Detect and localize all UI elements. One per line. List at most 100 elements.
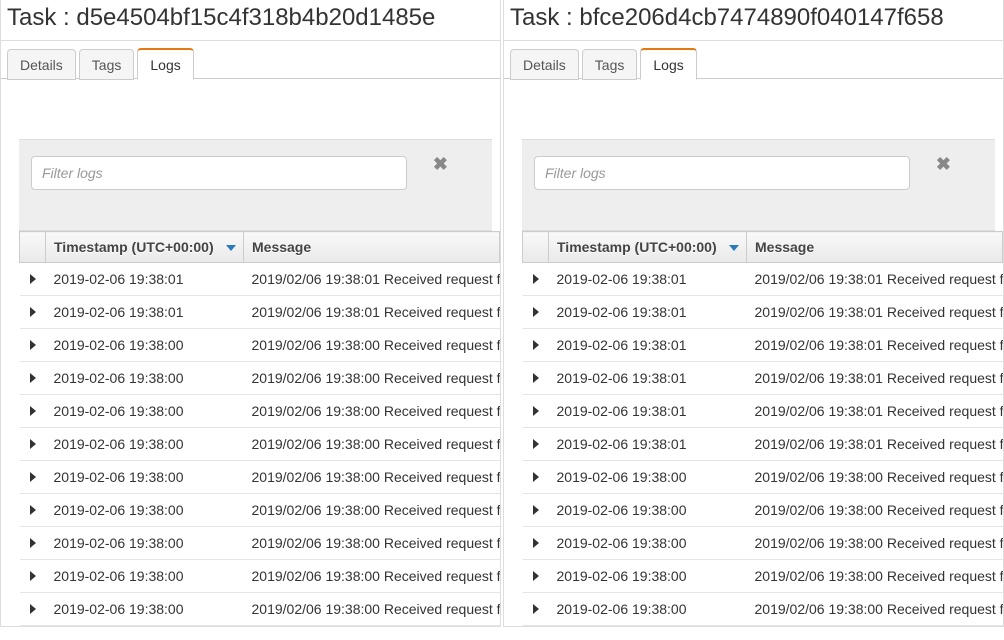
log-row[interactable]: 2019-02-06 19:38:012019/02/06 19:38:01 R… bbox=[523, 329, 1003, 362]
expand-toggle[interactable] bbox=[20, 362, 46, 395]
log-row[interactable]: 2019-02-06 19:38:012019/02/06 19:38:01 R… bbox=[523, 362, 1003, 395]
chevron-right-icon bbox=[30, 274, 36, 284]
log-message: 2019/02/06 19:38:00 Received request f bbox=[747, 560, 1003, 593]
tab-details[interactable]: Details bbox=[510, 49, 579, 80]
expand-toggle[interactable] bbox=[20, 593, 46, 626]
expand-toggle[interactable] bbox=[20, 395, 46, 428]
expand-toggle[interactable] bbox=[20, 329, 46, 362]
expand-toggle[interactable] bbox=[523, 296, 549, 329]
panel-title: Task : bfce206d4cb7474890f040147f658 bbox=[504, 0, 1003, 41]
expand-toggle[interactable] bbox=[523, 428, 549, 461]
log-row[interactable]: 2019-02-06 19:38:012019/02/06 19:38:01 R… bbox=[523, 428, 1003, 461]
sort-desc-icon bbox=[226, 245, 236, 251]
log-message: 2019/02/06 19:38:00 Received request f bbox=[747, 593, 1003, 626]
log-row[interactable]: 2019-02-06 19:38:012019/02/06 19:38:01 R… bbox=[20, 296, 500, 329]
log-row[interactable]: 2019-02-06 19:38:002019/02/06 19:38:00 R… bbox=[523, 593, 1003, 626]
expand-toggle[interactable] bbox=[523, 593, 549, 626]
log-message: 2019/02/06 19:38:00 Received request f bbox=[747, 494, 1003, 527]
column-message[interactable]: Message bbox=[244, 232, 500, 263]
log-row[interactable]: 2019-02-06 19:38:002019/02/06 19:38:00 R… bbox=[523, 560, 1003, 593]
log-row[interactable]: 2019-02-06 19:38:002019/02/06 19:38:00 R… bbox=[20, 527, 500, 560]
tab-details[interactable]: Details bbox=[7, 49, 76, 80]
log-timestamp: 2019-02-06 19:38:01 bbox=[549, 263, 747, 296]
column-timestamp[interactable]: Timestamp (UTC+00:00) bbox=[549, 232, 747, 263]
log-timestamp: 2019-02-06 19:38:01 bbox=[46, 296, 244, 329]
log-row[interactable]: 2019-02-06 19:38:002019/02/06 19:38:00 R… bbox=[20, 461, 500, 494]
column-timestamp-label: Timestamp (UTC+00:00) bbox=[557, 239, 717, 255]
log-message: 2019/02/06 19:38:01 Received request f bbox=[244, 296, 500, 329]
log-timestamp: 2019-02-06 19:38:00 bbox=[46, 494, 244, 527]
filter-bar: ✖ bbox=[522, 139, 995, 231]
expand-toggle[interactable] bbox=[20, 560, 46, 593]
filter-logs-input[interactable] bbox=[31, 156, 407, 190]
expand-toggle[interactable] bbox=[523, 395, 549, 428]
log-row[interactable]: 2019-02-06 19:38:012019/02/06 19:38:01 R… bbox=[523, 263, 1003, 296]
log-message: 2019/02/06 19:38:00 Received request f bbox=[747, 461, 1003, 494]
log-timestamp: 2019-02-06 19:38:01 bbox=[46, 263, 244, 296]
log-row[interactable]: 2019-02-06 19:38:002019/02/06 19:38:00 R… bbox=[523, 461, 1003, 494]
expand-toggle[interactable] bbox=[20, 461, 46, 494]
log-message: 2019/02/06 19:38:00 Received request f bbox=[244, 593, 500, 626]
log-message: 2019/02/06 19:38:00 Received request f bbox=[244, 362, 500, 395]
expand-toggle[interactable] bbox=[20, 296, 46, 329]
log-row[interactable]: 2019-02-06 19:38:002019/02/06 19:38:00 R… bbox=[20, 395, 500, 428]
log-timestamp: 2019-02-06 19:38:01 bbox=[549, 395, 747, 428]
chevron-right-icon bbox=[30, 472, 36, 482]
log-row[interactable]: 2019-02-06 19:38:002019/02/06 19:38:00 R… bbox=[20, 593, 500, 626]
log-message: 2019/02/06 19:38:00 Received request f bbox=[747, 527, 1003, 560]
log-row[interactable]: 2019-02-06 19:38:002019/02/06 19:38:00 R… bbox=[523, 527, 1003, 560]
log-timestamp: 2019-02-06 19:38:00 bbox=[46, 560, 244, 593]
tab-logs[interactable]: Logs bbox=[640, 48, 696, 80]
task-panel-right: Task : bfce206d4cb7474890f040147f658 Det… bbox=[503, 0, 1004, 627]
column-message-label: Message bbox=[252, 239, 311, 255]
clear-filter-icon[interactable]: ✖ bbox=[936, 154, 951, 175]
log-row[interactable]: 2019-02-06 19:38:012019/02/06 19:38:01 R… bbox=[523, 296, 1003, 329]
log-timestamp: 2019-02-06 19:38:00 bbox=[46, 593, 244, 626]
expand-toggle[interactable] bbox=[20, 527, 46, 560]
expand-toggle[interactable] bbox=[523, 494, 549, 527]
log-row[interactable]: 2019-02-06 19:38:002019/02/06 19:38:00 R… bbox=[20, 494, 500, 527]
chevron-right-icon bbox=[30, 373, 36, 383]
log-timestamp: 2019-02-06 19:38:00 bbox=[46, 461, 244, 494]
expand-toggle[interactable] bbox=[523, 560, 549, 593]
expand-toggle[interactable] bbox=[523, 329, 549, 362]
chevron-right-icon bbox=[30, 505, 36, 515]
clear-filter-icon[interactable]: ✖ bbox=[433, 154, 448, 175]
log-message: 2019/02/06 19:38:00 Received request f bbox=[244, 461, 500, 494]
log-timestamp: 2019-02-06 19:38:01 bbox=[549, 329, 747, 362]
column-message[interactable]: Message bbox=[747, 232, 1003, 263]
filter-logs-input[interactable] bbox=[534, 156, 910, 190]
log-row[interactable]: 2019-02-06 19:38:002019/02/06 19:38:00 R… bbox=[523, 494, 1003, 527]
expand-toggle[interactable] bbox=[523, 263, 549, 296]
chevron-right-icon bbox=[30, 439, 36, 449]
log-timestamp: 2019-02-06 19:38:00 bbox=[46, 428, 244, 461]
expand-toggle[interactable] bbox=[20, 428, 46, 461]
chevron-right-icon bbox=[30, 604, 36, 614]
log-timestamp: 2019-02-06 19:38:00 bbox=[549, 560, 747, 593]
expand-toggle[interactable] bbox=[20, 494, 46, 527]
expand-toggle[interactable] bbox=[523, 461, 549, 494]
tab-tags[interactable]: Tags bbox=[582, 49, 638, 80]
log-row[interactable]: 2019-02-06 19:38:002019/02/06 19:38:00 R… bbox=[20, 428, 500, 461]
expand-toggle[interactable] bbox=[523, 362, 549, 395]
column-expand bbox=[20, 232, 46, 263]
log-message: 2019/02/06 19:38:00 Received request f bbox=[244, 527, 500, 560]
chevron-right-icon bbox=[533, 307, 539, 317]
log-row[interactable]: 2019-02-06 19:38:012019/02/06 19:38:01 R… bbox=[523, 395, 1003, 428]
column-timestamp-label: Timestamp (UTC+00:00) bbox=[54, 239, 214, 255]
log-timestamp: 2019-02-06 19:38:00 bbox=[549, 527, 747, 560]
tab-logs[interactable]: Logs bbox=[137, 48, 193, 80]
chevron-right-icon bbox=[533, 340, 539, 350]
log-timestamp: 2019-02-06 19:38:00 bbox=[46, 395, 244, 428]
expand-toggle[interactable] bbox=[20, 263, 46, 296]
expand-toggle[interactable] bbox=[523, 527, 549, 560]
chevron-right-icon bbox=[30, 406, 36, 416]
log-row[interactable]: 2019-02-06 19:38:012019/02/06 19:38:01 R… bbox=[20, 263, 500, 296]
log-row[interactable]: 2019-02-06 19:38:002019/02/06 19:38:00 R… bbox=[20, 329, 500, 362]
column-timestamp[interactable]: Timestamp (UTC+00:00) bbox=[46, 232, 244, 263]
log-row[interactable]: 2019-02-06 19:38:002019/02/06 19:38:00 R… bbox=[20, 560, 500, 593]
task-panel-left: Task : d5e4504bf15c4f318b4b20d1485e Deta… bbox=[0, 0, 501, 627]
column-message-label: Message bbox=[755, 239, 814, 255]
log-row[interactable]: 2019-02-06 19:38:002019/02/06 19:38:00 R… bbox=[20, 362, 500, 395]
tab-tags[interactable]: Tags bbox=[79, 49, 135, 80]
